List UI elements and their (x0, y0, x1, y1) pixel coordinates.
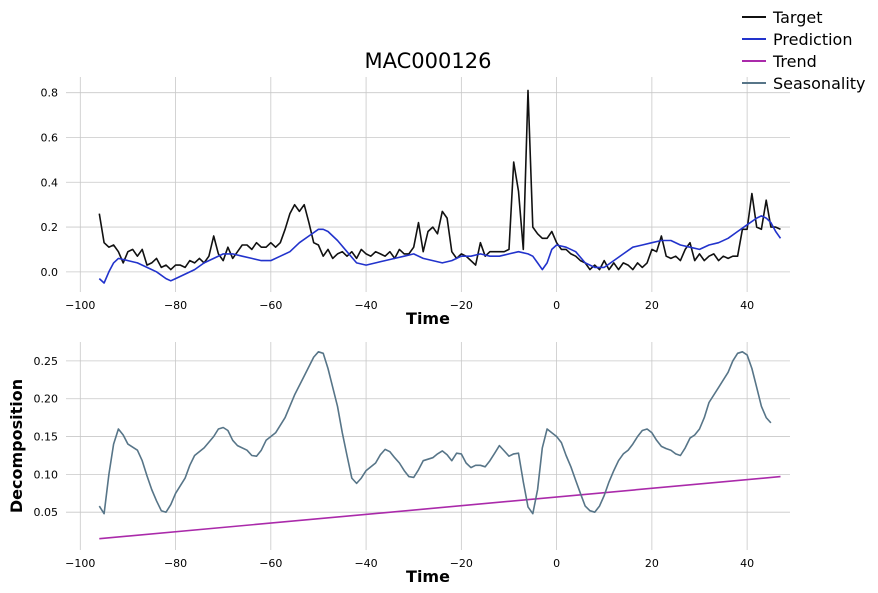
x-tick-label: −60 (259, 299, 282, 312)
x-tick-label: −20 (450, 299, 473, 312)
x-tick-label: −40 (354, 299, 377, 312)
x-axis-label: Time (406, 567, 450, 586)
x-tick-label: 0 (553, 299, 560, 312)
y-tick-label: 0.0 (41, 266, 59, 279)
legend: Target Prediction Trend Seasonality (742, 8, 866, 93)
series-line-trend (99, 475, 781, 540)
y-tick-label: 0.4 (41, 176, 59, 189)
y-axis-label: Decomposition (7, 379, 26, 513)
series-line-prediction (98, 215, 782, 284)
chart-title: MAC000126 (365, 49, 492, 73)
x-tick-label: 40 (740, 299, 754, 312)
y-tick-label: 0.20 (34, 393, 59, 406)
y-tick-label: 0.8 (41, 87, 59, 100)
y-tick-label: 0.2 (41, 221, 59, 234)
y-tick-label: 0.25 (34, 355, 59, 368)
x-tick-label: −60 (259, 557, 282, 570)
y-tick-label: 0.6 (41, 131, 59, 144)
decomposition-panel: −100 −80 −60 −40 −20 0 20 40 0.05 0.10 0.15 0.20 0.2… (7, 342, 790, 586)
x-tick-label: −100 (65, 557, 95, 570)
forecast-panel: −100 −80 −60 −40 −20 0 20 40 0.0 0.2 0.4 0.6 0.8 Time… (41, 49, 790, 328)
series-line-target (98, 89, 781, 271)
x-tick-label: −80 (164, 299, 187, 312)
x-tick-label: 20 (645, 557, 659, 570)
y-tick-label: 0.05 (34, 506, 59, 519)
x-tick-label: 40 (740, 557, 754, 570)
y-tick-label: 0.15 (34, 431, 59, 444)
legend-label: Trend (772, 52, 817, 71)
x-tick-label: −40 (354, 557, 377, 570)
series-line-seasonality (98, 351, 772, 515)
legend-label: Seasonality (773, 74, 866, 93)
legend-label: Prediction (773, 30, 852, 49)
x-tick-label: −20 (450, 557, 473, 570)
legend-label: Target (772, 8, 823, 27)
x-axis-label: Time (406, 309, 450, 328)
x-tick-label: 0 (553, 557, 560, 570)
x-tick-label: −80 (164, 557, 187, 570)
y-tick-label: 0.10 (34, 468, 59, 481)
x-tick-label: 20 (645, 299, 659, 312)
x-tick-label: −100 (65, 299, 95, 312)
